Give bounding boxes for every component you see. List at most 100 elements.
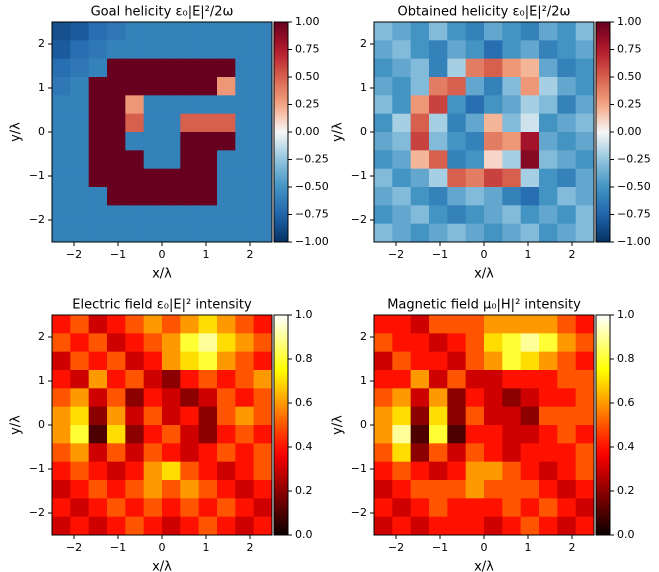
heat-cell — [465, 77, 485, 96]
heat-cell — [392, 498, 412, 518]
heat-cell — [520, 370, 540, 389]
heat-cell — [557, 333, 577, 353]
heat-cell — [143, 498, 163, 518]
heat-cell — [70, 480, 90, 499]
heat-cell — [162, 58, 181, 78]
heat-cell — [465, 480, 485, 499]
heat-cell — [253, 223, 273, 243]
heat-cell — [392, 223, 412, 243]
heat-cell — [429, 205, 448, 225]
heat-cell — [465, 150, 485, 170]
heat-cell — [143, 77, 163, 96]
heat-cell — [125, 223, 145, 243]
heat-cell — [520, 113, 540, 133]
heat-cell — [429, 443, 448, 463]
heat-cell — [107, 168, 126, 188]
heat-cell — [392, 113, 412, 133]
y-tick-label: 2 — [360, 37, 367, 50]
heat-cell — [107, 58, 126, 78]
heat-cell — [107, 480, 126, 499]
heat-cell — [447, 461, 467, 481]
heat-cell — [484, 168, 503, 188]
heat-cell — [143, 516, 163, 536]
colorbar-tick-label: 0.2 — [617, 484, 635, 497]
heat-cell — [180, 315, 200, 334]
heat-cell — [180, 150, 200, 170]
heat-cell — [392, 168, 412, 188]
heat-cell — [143, 223, 163, 243]
heat-cell — [575, 370, 595, 389]
heat-cell — [217, 187, 236, 206]
heat-cell — [125, 150, 145, 170]
heat-cell — [235, 40, 255, 60]
heat-cell — [125, 205, 145, 225]
title: Goal helicity ε₀|E|²/2ω — [91, 5, 234, 20]
heat-cell — [410, 40, 430, 60]
heat-cell — [162, 113, 181, 133]
heat-cell — [162, 40, 181, 60]
heat-cell — [235, 498, 255, 518]
heat-cell — [198, 205, 218, 225]
x-tick-label: 2 — [247, 248, 254, 261]
heat-cell — [70, 333, 90, 353]
colorbar-tick-label: −0.25 — [617, 153, 651, 166]
heat-cell — [410, 150, 430, 170]
heat-cell — [539, 205, 558, 225]
heat-cell — [374, 480, 393, 499]
heat-cell — [447, 58, 467, 78]
heat-cell — [180, 461, 200, 481]
heat-cell — [107, 22, 126, 41]
heat-cell — [180, 406, 200, 426]
heat-cell — [392, 150, 412, 170]
colorbar-tick-label: −1.00 — [295, 235, 329, 248]
heat-cell — [143, 22, 163, 41]
heat-cell — [107, 223, 126, 243]
heat-cell — [557, 388, 577, 408]
heat-cell — [70, 187, 90, 206]
heat-cell — [410, 205, 430, 225]
y-tick-label: 1 — [38, 374, 45, 387]
heat-cell — [465, 406, 485, 426]
heat-cell — [557, 351, 577, 371]
heat-cell — [429, 40, 448, 60]
heat-cell — [429, 132, 448, 151]
heat-cell — [217, 333, 236, 353]
heat-cell — [217, 443, 236, 463]
heat-cell — [374, 351, 393, 371]
colorbar-tick-label: 1.0 — [617, 308, 635, 321]
title: Magnetic field μ₀|H|² intensity — [387, 298, 581, 313]
heat-cell — [52, 113, 71, 133]
heat-cell — [539, 461, 558, 481]
heat-cell — [235, 77, 255, 96]
heat-cell — [52, 480, 71, 499]
heat-cell — [217, 150, 236, 170]
colorbar-tick-label: 0.6 — [295, 396, 313, 409]
colorbar-tick-label: 0.75 — [295, 43, 320, 56]
heat-cell — [575, 150, 595, 170]
heat-cell — [52, 425, 71, 444]
heat-cell — [502, 461, 522, 481]
heat-cell — [52, 168, 71, 188]
heat-cell — [217, 113, 236, 133]
heat-cell — [70, 370, 90, 389]
heat-cell — [253, 370, 273, 389]
heat-cell — [198, 333, 218, 353]
heat-cell — [520, 168, 540, 188]
heat-cell — [502, 333, 522, 353]
heat-cell — [502, 315, 522, 334]
heat-cell — [88, 77, 108, 96]
heat-cell — [392, 187, 412, 206]
heat-cell — [88, 168, 108, 188]
y-tick-label: −1 — [351, 169, 367, 182]
y-tick-label: 0 — [38, 418, 45, 431]
heat-cell — [235, 406, 255, 426]
heat-cell — [125, 95, 145, 115]
heat-cell — [235, 113, 255, 133]
heat-cell — [162, 315, 181, 334]
heat-cell — [484, 461, 503, 481]
heat-cell — [557, 480, 577, 499]
heat-cell — [539, 315, 558, 334]
heat-cell — [392, 333, 412, 353]
heat-cell — [484, 40, 503, 60]
heat-cell — [374, 77, 393, 96]
